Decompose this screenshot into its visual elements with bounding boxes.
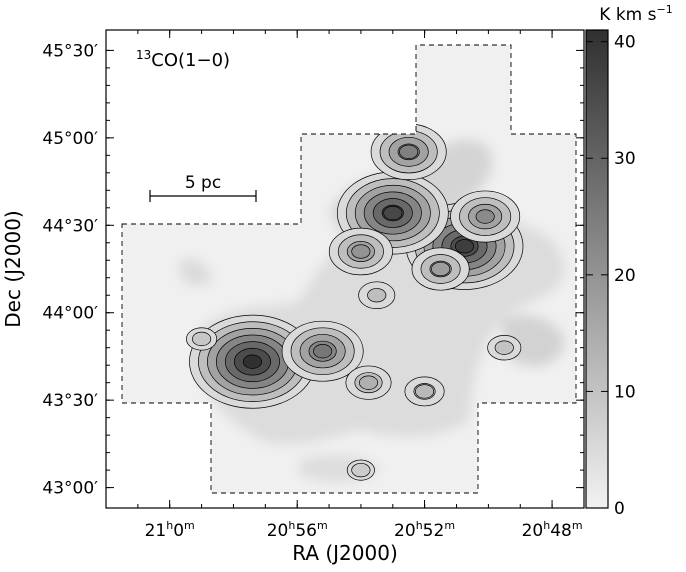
scale-bar: 5 pc bbox=[149, 173, 257, 202]
x-axis: 21h0m 20h56m 20h52m 20h48m bbox=[105, 30, 585, 541]
map-label-iso: 13 bbox=[136, 48, 151, 62]
x-tick-h-sup: h bbox=[543, 519, 550, 532]
map-panel bbox=[105, 29, 585, 509]
y-tick-label-3: 44°00′ bbox=[42, 304, 98, 324]
x-axis-label: RA (J2000) bbox=[292, 541, 398, 565]
plot-frame bbox=[105, 29, 585, 509]
x-tick-label-0: 21h0m bbox=[145, 519, 195, 541]
emission-peak bbox=[411, 247, 470, 291]
x-tick-h-sup: h bbox=[166, 519, 173, 532]
contour-level bbox=[367, 288, 387, 303]
y-tick-label-4: 43°30′ bbox=[42, 391, 98, 411]
x-tick-m-sup: m bbox=[184, 519, 195, 532]
y-tick-label-5: 43°00′ bbox=[42, 479, 98, 499]
colorbar-gradient bbox=[586, 30, 608, 508]
contour-level bbox=[494, 340, 514, 355]
colorbar-tick-label-1: 10 bbox=[614, 382, 636, 402]
x-tick-minutes: 56 bbox=[295, 521, 317, 541]
x-tick-m-sup: m bbox=[444, 519, 455, 532]
contour-level bbox=[454, 239, 475, 254]
y-tick-label-2: 44°30′ bbox=[42, 216, 98, 236]
y-axis-label: Dec (J2000) bbox=[1, 210, 25, 327]
emission-peak bbox=[358, 281, 396, 310]
x-tick-hours: 21 bbox=[145, 521, 167, 541]
emission-peak bbox=[370, 123, 447, 180]
colorbar-label-unit: K km s bbox=[599, 5, 656, 25]
x-tick-minutes: 0 bbox=[173, 521, 184, 541]
y-axis: 45°30′ 45°00′ 44°30′ 44°00′ 43°30′ 43°00′ bbox=[42, 41, 584, 499]
scale-bar-label: 5 pc bbox=[185, 173, 221, 193]
contour-level bbox=[383, 205, 403, 221]
x-tick-label-2: 20h52m bbox=[394, 519, 455, 541]
colorbar-label-exponent: −1 bbox=[657, 3, 673, 16]
x-tick-h-sup: h bbox=[416, 519, 423, 532]
emission-peak bbox=[189, 314, 316, 409]
colorbar-ticks: 0 10 20 30 40 bbox=[586, 33, 636, 519]
contour-level bbox=[475, 209, 495, 224]
contour-level bbox=[351, 462, 371, 478]
y-tick-label-0: 45°30′ bbox=[42, 41, 98, 61]
colorbar-tick-label-0: 0 bbox=[614, 499, 625, 519]
emission-peak bbox=[328, 227, 393, 276]
map-label: 13CO(1−0) bbox=[136, 48, 230, 71]
x-tick-hours: 20 bbox=[394, 521, 416, 541]
colorbar-frame bbox=[585, 29, 609, 509]
emission-peak bbox=[345, 365, 392, 400]
x-tick-m-sup: m bbox=[572, 519, 583, 532]
x-tick-minutes: 48 bbox=[550, 521, 572, 541]
y-tick-label-1: 45°00′ bbox=[42, 129, 98, 149]
survey-footprint bbox=[121, 44, 577, 494]
contour-level bbox=[192, 331, 212, 347]
colorbar: 0 10 20 30 40 K km s−1 bbox=[585, 3, 673, 519]
emission-peaks bbox=[186, 123, 524, 481]
x-tick-label-1: 20h56m bbox=[267, 519, 328, 541]
colorbar-tick-label-3: 30 bbox=[614, 149, 636, 169]
emission-peak bbox=[346, 459, 375, 481]
x-tick-label-3: 20h48m bbox=[522, 519, 583, 541]
colorbar-label: K km s−1 bbox=[599, 3, 672, 25]
contour-level bbox=[358, 375, 379, 390]
contour-level bbox=[414, 384, 435, 399]
x-tick-hours: 20 bbox=[267, 521, 289, 541]
contour-level bbox=[242, 354, 263, 369]
contour-level bbox=[351, 244, 371, 259]
map-label-molecule: CO(1−0) bbox=[151, 50, 230, 71]
contour-level bbox=[399, 144, 419, 159]
emission-peak bbox=[450, 190, 521, 243]
x-tick-m-sup: m bbox=[317, 519, 328, 532]
x-tick-h-sup: h bbox=[288, 519, 295, 532]
emission-peak bbox=[487, 335, 522, 361]
emission-peak bbox=[281, 320, 364, 382]
contour-level bbox=[313, 344, 333, 359]
colorbar-tick-label-4: 40 bbox=[614, 33, 636, 53]
emission-peak bbox=[186, 327, 218, 351]
colorbar-tick-label-2: 20 bbox=[614, 266, 636, 286]
x-tick-hours: 20 bbox=[522, 521, 544, 541]
contour-level bbox=[431, 261, 451, 277]
x-tick-minutes: 52 bbox=[423, 521, 445, 541]
emission-peak bbox=[404, 376, 445, 407]
